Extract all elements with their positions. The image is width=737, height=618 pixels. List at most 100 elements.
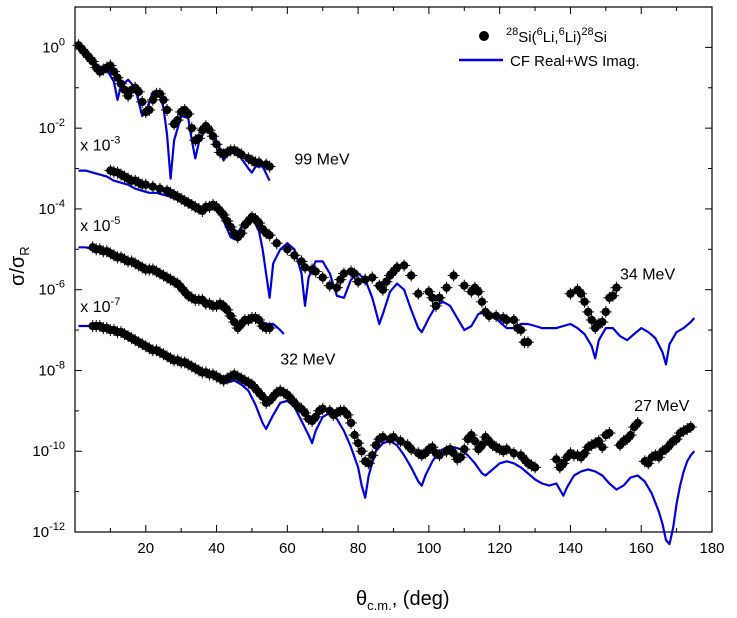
- x-axis-title: θc.m., (deg): [356, 588, 450, 613]
- data-points: [72, 39, 697, 474]
- scale-factor-label: x 10-3: [80, 134, 120, 154]
- data-point-34-mev: [399, 261, 409, 270]
- data-point-27-mev: [509, 449, 519, 458]
- x-tick-label: 40: [208, 540, 225, 557]
- x-tick-label: 20: [137, 540, 154, 557]
- data-point-27-mev: [626, 430, 635, 440]
- data-point-99-mev: [148, 95, 158, 105]
- data-point-27-mev: [502, 445, 511, 454]
- data-point-34-mev: [428, 293, 437, 302]
- data-point-34-mev: [219, 210, 228, 220]
- data-point-34-mev: [378, 285, 388, 294]
- data-point-34-mev: [148, 182, 158, 191]
- y-tick-label: 10-2: [39, 117, 65, 137]
- data-point-27-mev: [470, 436, 480, 446]
- legend-data-marker: [479, 31, 489, 41]
- legend-data-label: 28Si(6Li,6Li)28Si: [506, 26, 607, 46]
- data-point-99-mev: [173, 115, 182, 125]
- data-point-99-mev: [123, 91, 133, 101]
- data-point-99-mev: [88, 57, 97, 66]
- data-point-34-mev: [523, 337, 533, 347]
- x-tick-label: 120: [487, 540, 512, 557]
- data-point-27-mev: [552, 455, 561, 464]
- data-point-27-mev: [406, 445, 416, 454]
- x-tick-label: 180: [699, 540, 724, 557]
- data-point-27-mev: [371, 440, 381, 450]
- x-tick-label: 160: [629, 540, 654, 557]
- data-point-34-mev: [484, 311, 494, 321]
- data-point-34-mev: [474, 287, 483, 296]
- data-point-34-mev: [406, 271, 416, 280]
- data-point-34-mev: [272, 239, 281, 248]
- data-point-27-mev: [428, 442, 437, 452]
- data-point-99-mev: [106, 61, 115, 70]
- data-point-27-mev: [311, 412, 320, 422]
- data-point-99-mev: [265, 162, 274, 171]
- data-point-27-mev: [530, 463, 540, 472]
- y-tick-label: 10-10: [32, 440, 65, 460]
- x-tick-label: 140: [558, 540, 583, 557]
- data-point-34-mev: [435, 293, 444, 302]
- data-point-34-mev: [155, 184, 165, 193]
- data-point-27-mev: [364, 459, 373, 468]
- data-point-34-mev: [339, 269, 349, 278]
- data-point-27-mev: [654, 453, 664, 462]
- energy-label: 99 MeV: [294, 152, 349, 169]
- data-point-34-mev: [290, 251, 299, 260]
- data-point-27-mev: [396, 436, 405, 446]
- data-point-27-mev: [368, 451, 377, 460]
- data-point-27-mev: [449, 449, 458, 458]
- annotations: x 10-3 x 10-5 x 10-7 99 MeV 34 MeV 32 MeV 27 M…: [80, 134, 689, 414]
- data-point-34-mev: [491, 311, 501, 321]
- energy-label: 32 MeV: [280, 351, 335, 368]
- legend-fit-label: CF Real+WS Imag.: [510, 53, 640, 70]
- data-point-99-mev: [138, 97, 147, 107]
- fit-curves: [74, 44, 696, 546]
- data-point-27-mev: [598, 442, 607, 452]
- data-point-34-mev: [226, 222, 235, 232]
- data-point-34-mev: [368, 273, 377, 282]
- data-point-27-mev: [389, 432, 398, 442]
- data-point-34-mev: [460, 281, 469, 290]
- data-point-34-mev: [598, 317, 607, 327]
- data-point-27-mev: [477, 440, 487, 450]
- data-point-34-mev: [601, 307, 611, 317]
- data-point-27-mev: [258, 392, 267, 401]
- data-point-34-mev: [576, 289, 586, 298]
- data-point-27-mev: [350, 430, 359, 440]
- data-point-34-mev: [566, 289, 575, 298]
- y-axis-title: σ/σR: [7, 246, 32, 286]
- data-point-27-mev: [460, 445, 469, 454]
- data-point-27-mev: [559, 459, 568, 468]
- data-point-34-mev: [580, 297, 589, 307]
- data-point-34-mev: [318, 273, 327, 282]
- data-point-34-mev: [449, 271, 458, 280]
- x-tick-label: 100: [416, 540, 441, 557]
- x-tick-label: 80: [350, 540, 367, 557]
- data-point-27-mev: [580, 449, 589, 458]
- data-point-34-mev: [587, 315, 596, 325]
- y-tick-label: 10-8: [39, 359, 65, 379]
- energy-label: 27 MeV: [634, 398, 689, 415]
- data-point-34-mev: [141, 180, 150, 189]
- legend: 28Si(6Li,6Li)28Si CF Real+WS Imag.: [459, 26, 640, 70]
- data-point-99-mev: [184, 109, 193, 119]
- data-point-34-mev: [237, 228, 246, 238]
- data-point-99-mev: [109, 67, 119, 76]
- data-point-34-mev: [431, 301, 441, 311]
- scale-factor-label: x 10-7: [80, 296, 120, 316]
- data-point-34-mev: [608, 291, 618, 300]
- data-point-27-mev: [456, 453, 465, 462]
- data-point-99-mev: [162, 105, 172, 115]
- data-point-99-mev: [208, 132, 218, 141]
- y-tick-label: 100: [42, 36, 65, 56]
- data-point-34-mev: [442, 283, 451, 292]
- data-point-34-mev: [414, 289, 423, 298]
- data-point-34-mev: [477, 297, 487, 307]
- data-point-32-mev: [254, 315, 264, 325]
- y-tick-label: 10-12: [32, 521, 65, 541]
- data-point-27-mev: [343, 410, 352, 420]
- data-point-27-mev: [594, 436, 603, 446]
- data-point-34-mev: [300, 263, 310, 272]
